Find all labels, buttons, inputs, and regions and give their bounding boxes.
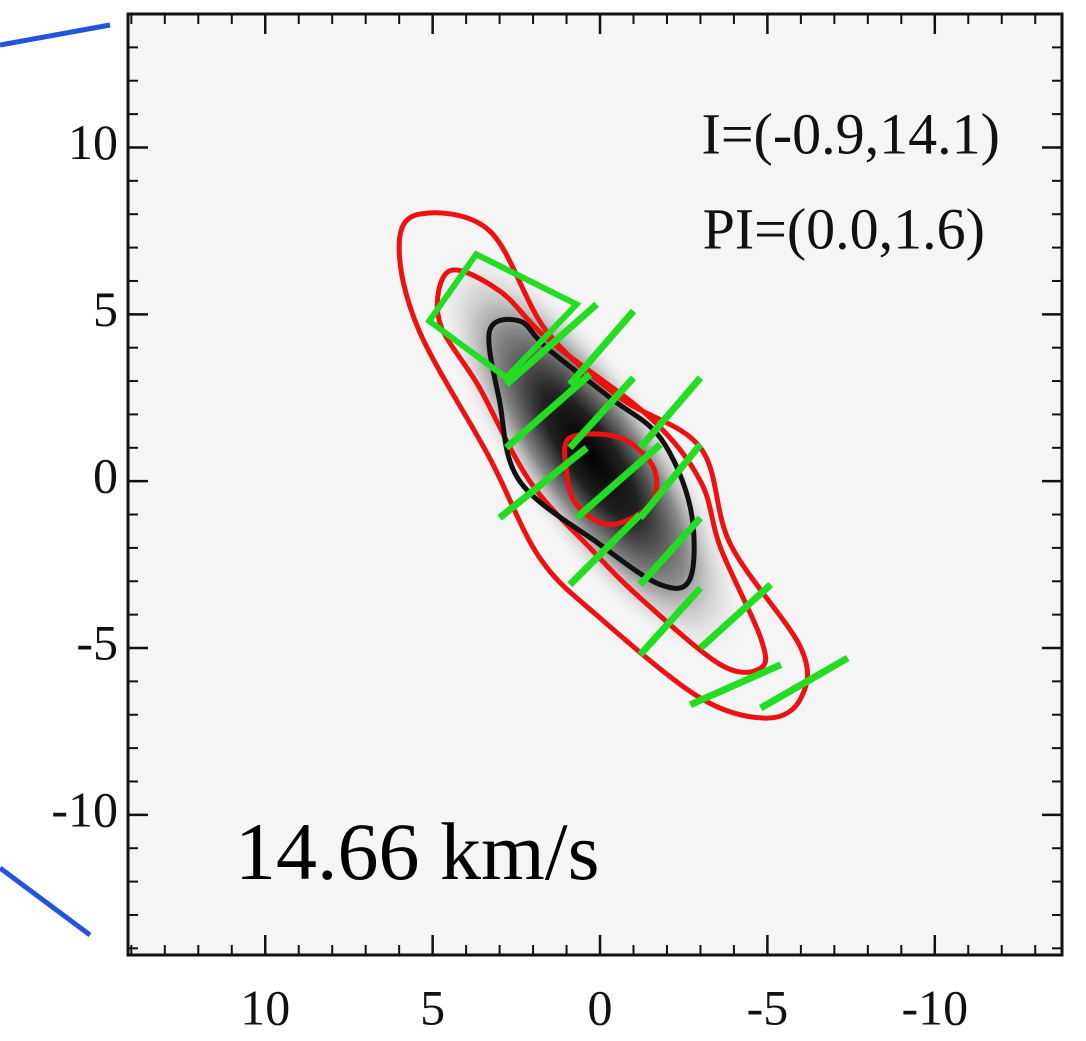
- decoration-line: [0, 868, 90, 935]
- y-tick-label: -5: [76, 614, 118, 670]
- chart: I=(-0.9,14.1) PI=(0.0,1.6) 14.66 km/s 10…: [0, 0, 1086, 1041]
- channel-label: 14.66 km/s: [235, 806, 599, 897]
- y-tick-label: 5: [93, 281, 118, 337]
- y-tick-label: -10: [51, 781, 118, 837]
- x-tick-label: 10: [240, 979, 290, 1035]
- x-tick-label: 0: [588, 979, 613, 1035]
- y-tick-label: 0: [93, 448, 118, 504]
- x-tick-label: -10: [901, 979, 968, 1035]
- y-tick-label: 10: [68, 114, 118, 170]
- annotation: PI=(0.0,1.6): [703, 196, 985, 261]
- page: {"chart_data": { "type": "contour", "ann…: [0, 0, 1086, 1041]
- annotation: I=(-0.9,14.1): [702, 101, 1000, 166]
- x-tick-label: 5: [420, 979, 445, 1035]
- x-tick-label: -5: [747, 979, 789, 1035]
- decoration-line: [0, 25, 110, 45]
